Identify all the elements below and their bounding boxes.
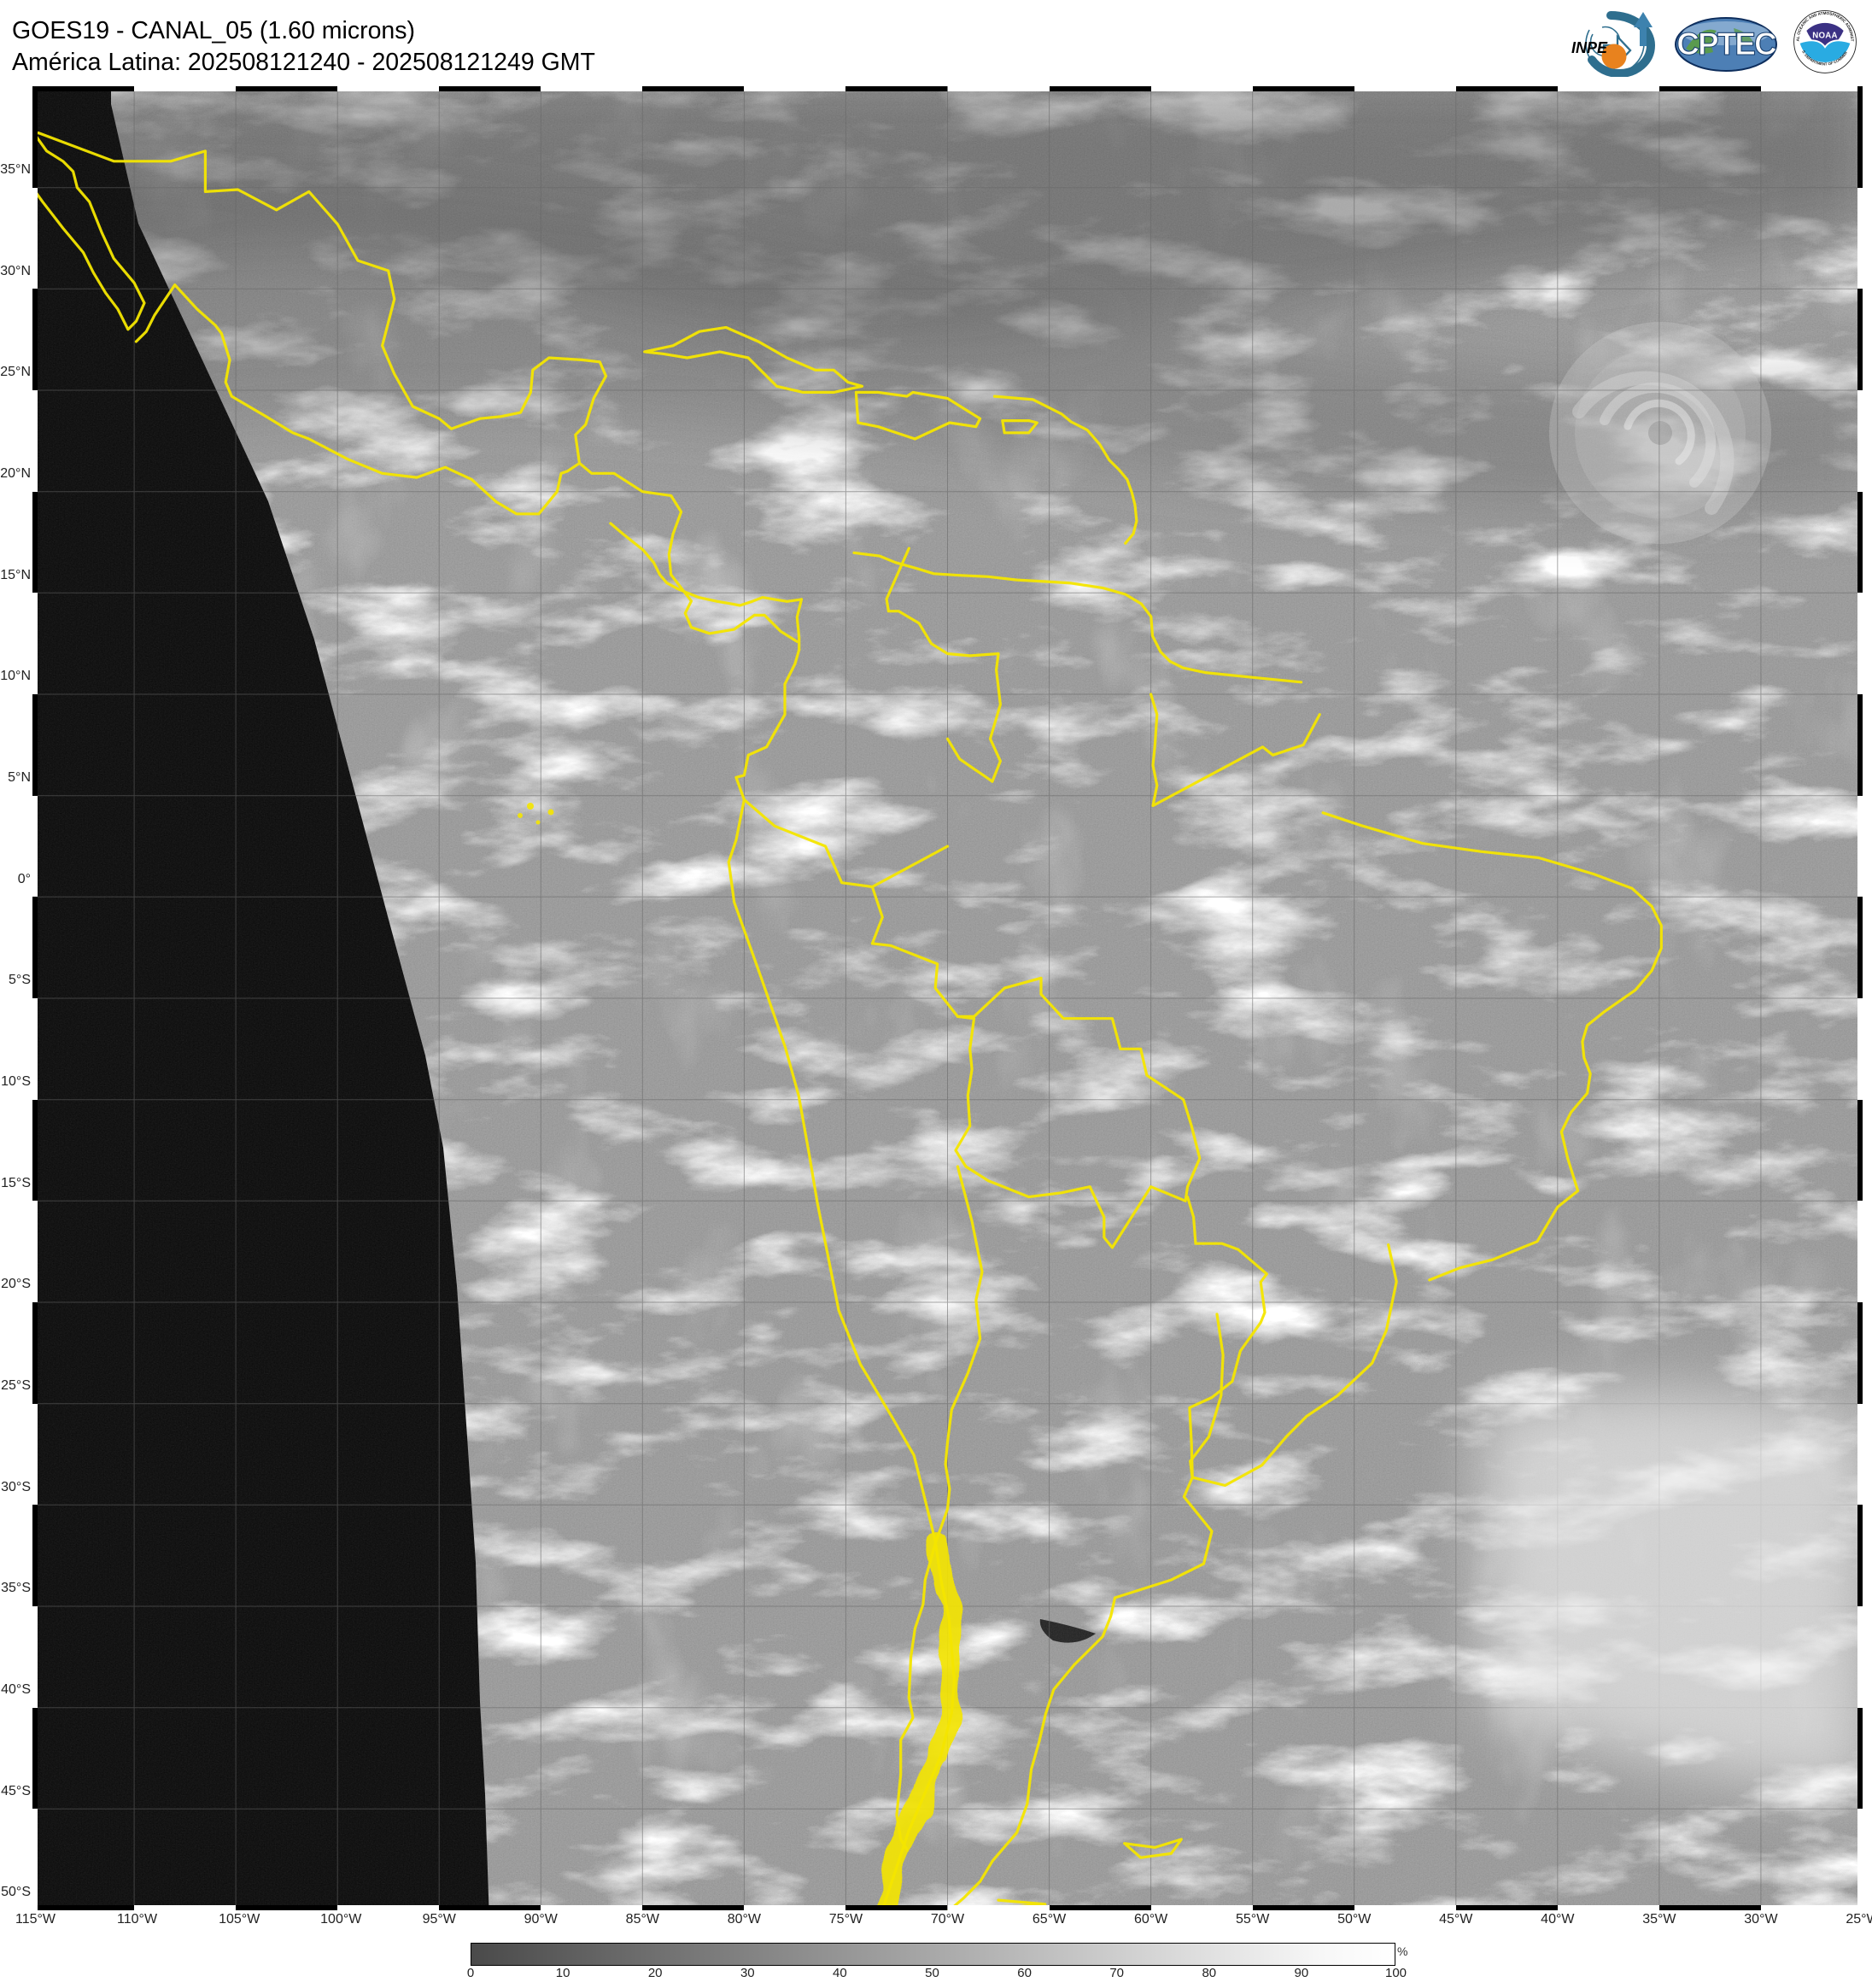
svg-text:NOAA: NOAA bbox=[1812, 32, 1837, 41]
svg-text:INPE: INPE bbox=[1571, 39, 1608, 56]
svg-text:CPTEC: CPTEC bbox=[1676, 26, 1776, 61]
